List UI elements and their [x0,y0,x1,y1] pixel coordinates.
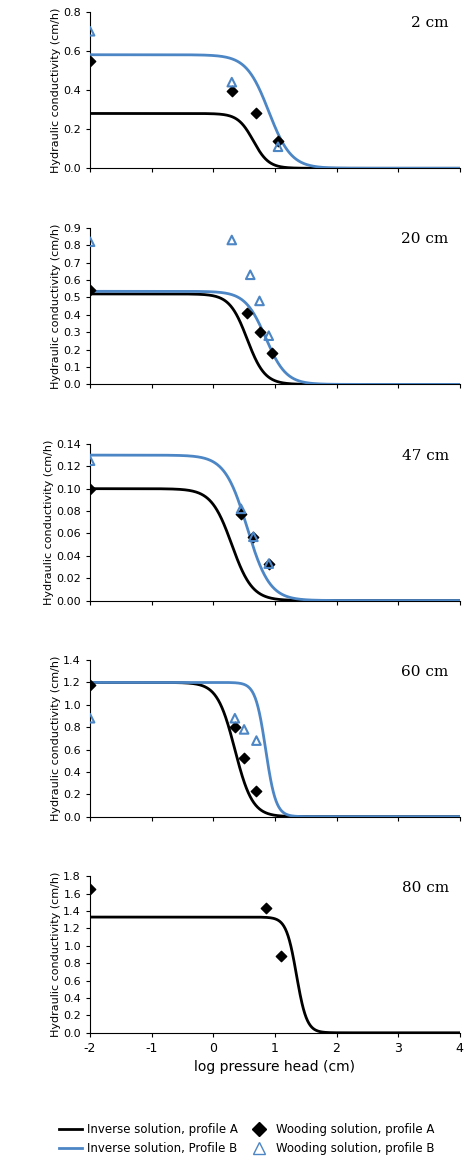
Point [255,292,263,310]
Point [86,452,94,470]
Point [255,323,263,342]
Point [274,138,282,156]
Point [231,708,238,727]
Point [253,782,260,801]
Point [265,327,273,345]
Y-axis label: Hydraulic conductivity (cm/h): Hydraulic conductivity (cm/h) [51,872,61,1037]
Y-axis label: Hydraulic conductivity (cm/h): Hydraulic conductivity (cm/h) [51,7,61,173]
Point [86,480,94,498]
Point [240,720,248,739]
Text: 60 cm: 60 cm [401,665,449,679]
Text: 80 cm: 80 cm [401,881,449,895]
Point [228,72,236,91]
Point [249,527,257,546]
Point [86,232,94,251]
Text: 47 cm: 47 cm [401,448,449,462]
Text: 20 cm: 20 cm [401,232,449,246]
Y-axis label: Hydraulic conductivity (cm/h): Hydraulic conductivity (cm/h) [51,223,61,389]
Point [86,51,94,70]
Point [253,732,260,750]
Y-axis label: Hydraulic conductivity (cm/h): Hydraulic conductivity (cm/h) [51,656,61,822]
X-axis label: log pressure head (cm): log pressure head (cm) [194,1061,356,1075]
Point [231,718,238,736]
Point [265,554,273,573]
Point [86,708,94,727]
Point [86,676,94,694]
Point [228,231,236,250]
Point [237,499,245,518]
Point [86,22,94,41]
Text: 2 cm: 2 cm [411,16,449,30]
Point [86,880,94,899]
Point [240,749,248,768]
Point [228,82,236,100]
Legend: Inverse solution, profile A, Inverse solution, Profile B, Wooding solution, prof: Inverse solution, profile A, Inverse sol… [53,1117,440,1161]
Point [249,527,257,546]
Point [277,946,285,965]
Point [237,505,245,524]
Point [265,554,273,573]
Point [274,132,282,151]
Point [243,303,251,322]
Point [246,265,254,284]
Point [253,104,260,123]
Y-axis label: Hydraulic conductivity (cm/h): Hydraulic conductivity (cm/h) [44,440,54,605]
Point [262,899,269,917]
Point [86,281,94,300]
Point [268,344,275,363]
